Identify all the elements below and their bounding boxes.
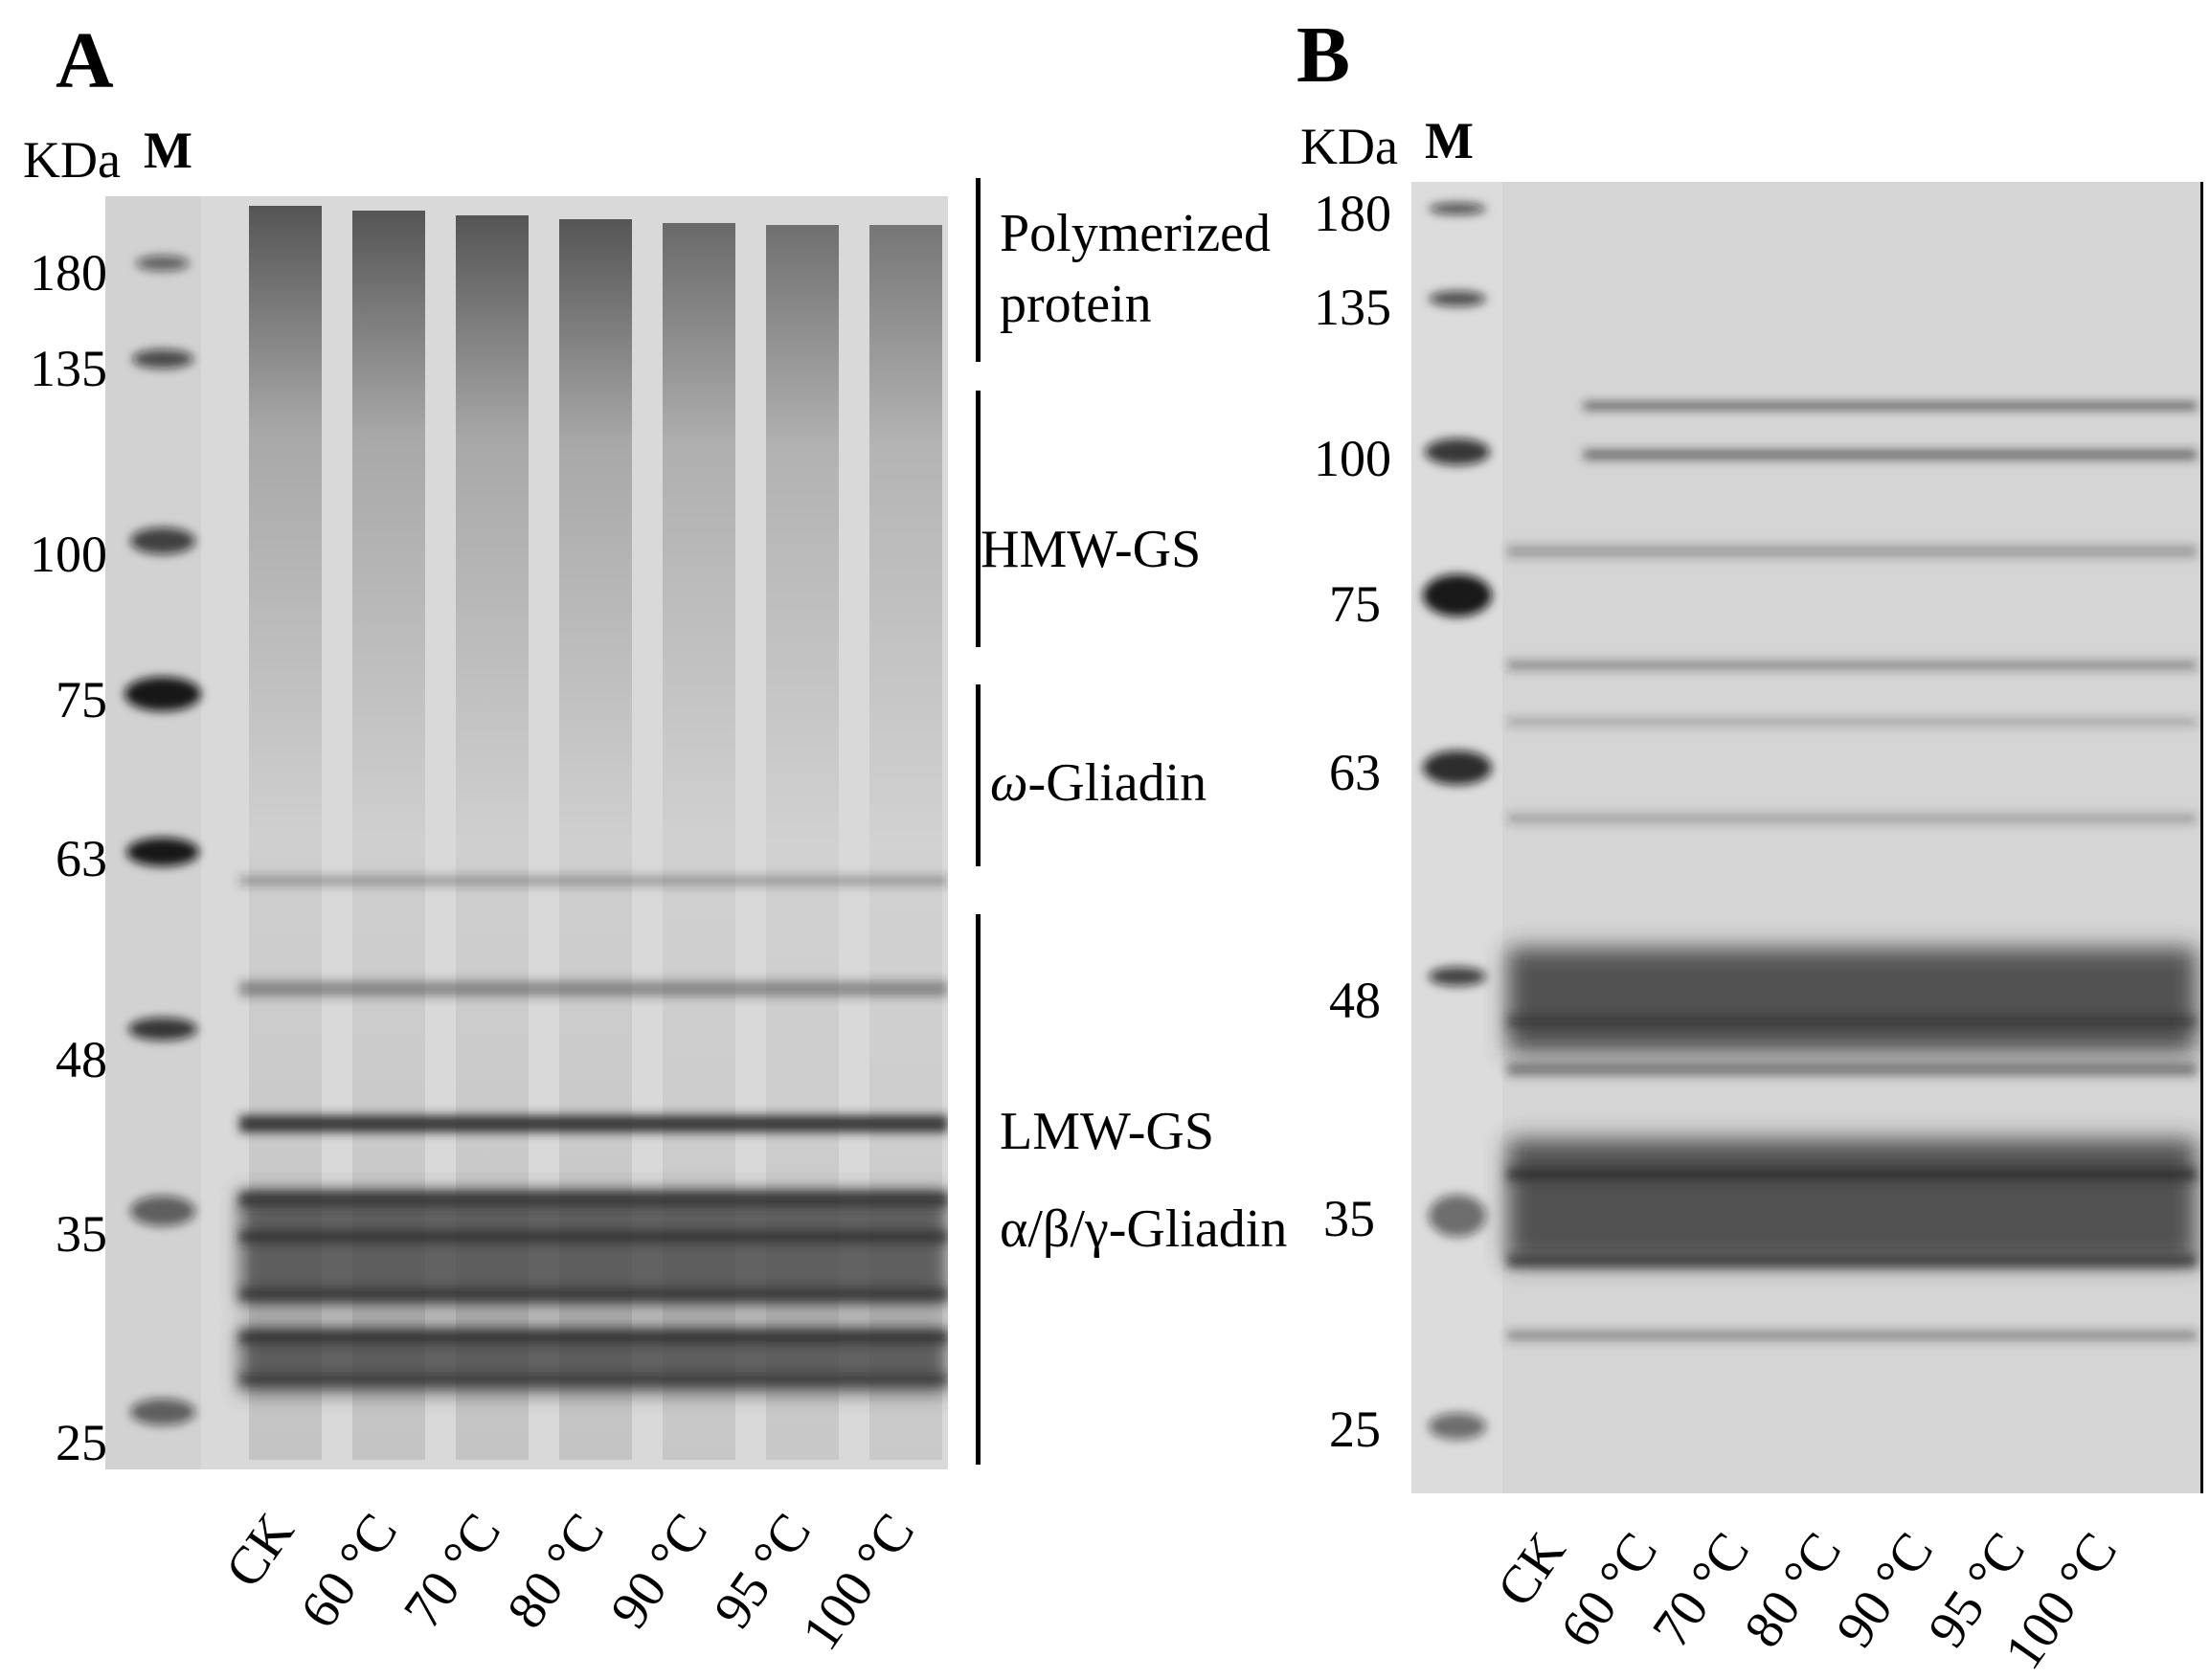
panel-a-gel-image (105, 196, 948, 1469)
panel-a-hmw-bracket (976, 391, 981, 647)
panel-b-mw-63: 63 (1329, 744, 1381, 801)
panel-a-lane-70: 70 °C (393, 1503, 513, 1640)
panel-a-mw-63: 63 (56, 830, 107, 887)
panel-a-lane-100: 100 °C (791, 1503, 927, 1662)
panel-a-lmw-bracket (976, 914, 981, 1465)
panel-b-lane-60: 60 °C (1549, 1522, 1670, 1659)
panel-a-lane-ck: CK (214, 1503, 306, 1599)
omega-gliadin-text: -Gliadin (1027, 753, 1207, 813)
panel-b-mw-180: 180 (1314, 185, 1391, 242)
annotation-polymerized-line2: protein (1000, 275, 1152, 334)
panel-a-letter: A (56, 16, 114, 105)
panel-b-mw-135: 135 (1314, 279, 1391, 336)
panel-a-unit-label: KDa (23, 131, 121, 189)
annotation-hmw-gs: HMW-GS (981, 520, 1202, 579)
panel-b-mw-35: 35 (1323, 1190, 1375, 1247)
panel-a-mw-180: 180 (30, 244, 107, 302)
panel-a-mw-135: 135 (30, 340, 107, 397)
panel-a-mw-75: 75 (56, 671, 107, 728)
panel-a-marker-label: M (144, 122, 192, 179)
panel-a-lane-90: 90 °C (599, 1503, 720, 1640)
panel-b-mw-25: 25 (1329, 1400, 1381, 1458)
panel-b-mw-100: 100 (1314, 430, 1391, 487)
panel-b-marker-label: M (1425, 112, 1474, 169)
panel-b-lane-70: 70 °C (1641, 1522, 1762, 1659)
annotation-alpha-beta-gamma-gliadin: α/β/γ-Gliadin (1000, 1199, 1288, 1259)
panel-a-mw-48: 48 (56, 1031, 107, 1088)
panel-b-lane-ck: CK (1485, 1522, 1578, 1618)
annotation-omega-gliadin: ω-Gliadin (990, 756, 1206, 810)
panel-b-mw-75: 75 (1329, 575, 1381, 633)
panel-b-letter: B (1297, 11, 1351, 100)
panel-a-mw-100: 100 (30, 526, 107, 583)
annotation-polymerized-line1: Polymerized (1000, 204, 1272, 263)
panel-a-lane-80: 80 °C (496, 1503, 617, 1640)
annotation-lmw-gs: LMW-GS (1000, 1102, 1214, 1161)
omega-symbol: ω (990, 753, 1028, 813)
panel-b-gel-image (1411, 182, 2202, 1493)
panel-b-right-edge-line (2200, 182, 2203, 1493)
panel-a-omega-bracket (976, 684, 981, 866)
panel-b-lane-90: 90 °C (1825, 1522, 1946, 1659)
panel-a-mw-35: 35 (56, 1205, 107, 1263)
panel-b-lane-80: 80 °C (1733, 1522, 1854, 1659)
panel-a-mw-25: 25 (56, 1414, 107, 1471)
panel-b-mw-48: 48 (1329, 972, 1381, 1029)
panel-a-polymerized-bracket (976, 178, 981, 362)
panel-a-lane-60: 60 °C (289, 1503, 410, 1640)
panel-b-unit-label: KDa (1300, 118, 1398, 175)
